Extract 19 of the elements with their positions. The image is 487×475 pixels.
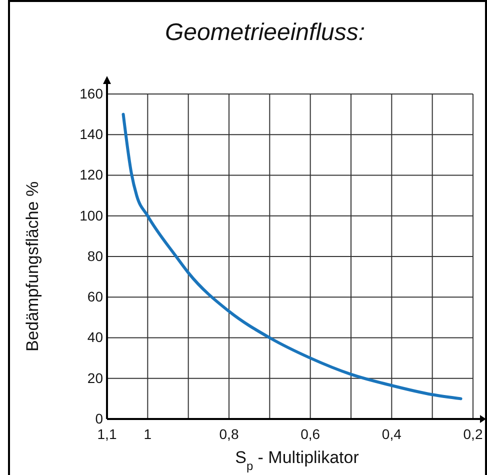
y-tick-label: 140 (80, 126, 104, 142)
y-tick-label: 0 (95, 410, 104, 426)
x-tick-label: 1 (144, 426, 152, 442)
y-axis-title: Bedämpfungsfläche % (23, 181, 42, 352)
y-tick-label: 160 (80, 85, 104, 102)
chart-title: Geometrieeinfluss: (164, 19, 366, 46)
x-tick-label: 0,2 (463, 426, 483, 442)
x-tick-label: 0,4 (382, 426, 402, 442)
y-tick-label: 120 (80, 166, 104, 183)
y-tick-label: 20 (87, 370, 104, 386)
line-series (122, 112, 462, 400)
y-tick-label: 80 (87, 248, 104, 264)
y-tick-label: 40 (87, 329, 104, 346)
y-tick-label: 60 (87, 288, 104, 305)
x-axis-title: S$_{p}$ - Multiplikator (235, 448, 360, 473)
x-tick-label: 0,8 (219, 426, 239, 442)
y-tick-label: 100 (80, 207, 104, 224)
x-tick-label: 1,1 (97, 426, 117, 442)
x-tick-label: 0,6 (300, 426, 320, 442)
